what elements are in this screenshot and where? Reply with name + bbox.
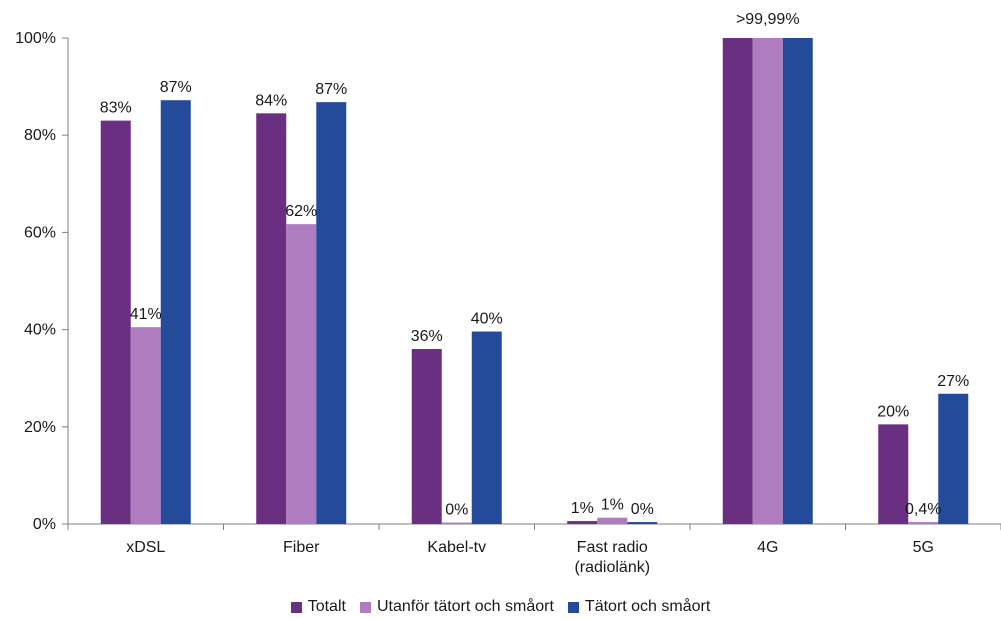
data-label: 84% [255,92,287,109]
bar [722,38,753,524]
legend-swatch [290,601,302,613]
bar [878,424,909,524]
bar [441,522,472,524]
bar [130,327,161,524]
bar [286,224,317,524]
axes: 0% 20% 40% 60% 80% 100% xDSL Fiber Kabel-tv Fast … [15,30,1001,576]
legend: Totalt Utanför tätort och småort Tätort oc… [0,598,1001,616]
legend-swatch [359,601,371,613]
data-label: >99,99% [736,11,800,28]
data-label: 0,4% [905,501,941,518]
x-tick-label: Kabel-tv [427,539,486,556]
data-label: 1% [601,497,624,514]
bar [160,100,191,524]
bar [782,38,813,524]
bar [100,120,131,525]
data-label: 36% [411,328,443,345]
x-tick-label: 5G [913,539,934,556]
data-label: 1% [571,500,594,517]
bar [256,113,287,524]
y-tick-label: 0% [33,516,56,533]
x-tick-label: 4G [757,539,778,556]
data-label: 40% [471,311,503,328]
bar [316,102,347,524]
bar [597,517,628,524]
y-tick-label: 80% [24,127,56,144]
data-label: 20% [877,403,909,420]
bar [908,522,939,524]
data-label: 27% [937,373,969,390]
data-label: 87% [315,81,347,98]
bar [752,38,783,524]
bars [100,38,969,525]
legend-label: Tätort och småort [584,598,711,615]
legend-item: Totalt [290,598,346,616]
data-label: 0% [445,502,468,519]
legend-label: Utanför tätort och småort [376,598,554,615]
y-tick-label: 60% [24,224,56,241]
data-label: 41% [130,306,162,323]
legend-item: Tätort och småort [567,598,711,616]
x-tick-label: Fiber [283,539,320,556]
bar [938,393,969,524]
bar [567,521,598,524]
bar [471,331,502,524]
legend-label: Totalt [307,598,346,615]
legend-swatch [567,601,579,613]
x-tick-label: Fast radio (radiolänk) [574,539,650,576]
data-label: 62% [285,203,317,220]
y-tick-label: 100% [15,30,56,47]
data-label: 87% [160,79,192,96]
bar [411,349,442,524]
legend-item: Utanför tätort och småort [359,598,554,616]
data-label: 83% [100,100,132,117]
y-tick-label: 40% [24,322,56,339]
data-labels: 83% 41% 87% 84% 62% 87% 36% 0% 40% 1% 1% 0% >99,99% 2… [100,11,970,519]
y-tick-label: 20% [24,419,56,436]
bar [627,522,658,524]
x-tick-label: xDSL [126,539,165,556]
data-label: 0% [631,501,654,518]
bar-chart: 0% 20% 40% 60% 80% 100% xDSL Fiber Kabel-tv Fast … [15,11,1001,576]
